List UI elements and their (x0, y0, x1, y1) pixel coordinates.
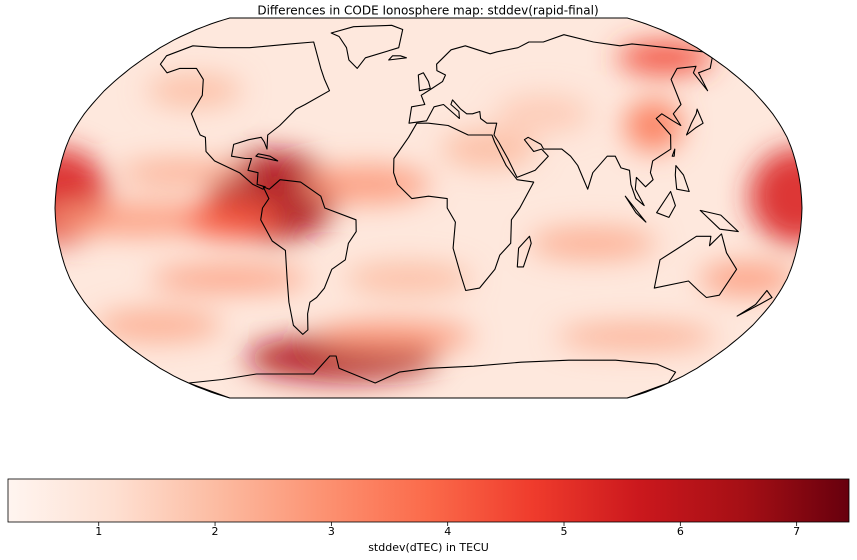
coastline (393, 122, 535, 292)
colorbar-tick-label: 1 (95, 525, 102, 538)
heat-blob (699, 262, 796, 295)
heat-blob (624, 99, 683, 152)
colorbar-tick-label: 4 (444, 525, 451, 538)
heat-blob (495, 94, 592, 133)
colorbar-tick-label: 6 (677, 525, 684, 538)
map-border (54, 17, 803, 399)
coastline (388, 55, 407, 61)
map-field (55, 18, 802, 398)
heat-blob (302, 165, 431, 204)
colorbar-tick-label: 2 (212, 525, 219, 538)
heat-blob (183, 200, 280, 239)
heat-blob (344, 262, 473, 295)
coastline (417, 72, 431, 92)
coastline (516, 235, 532, 268)
coastline (159, 41, 331, 190)
colorbar-tick-label: 5 (561, 525, 568, 538)
colorbar-label: stddev(dTEC) in TECU (368, 541, 489, 554)
colorbar (7, 478, 850, 523)
colorbar-tick-label: 7 (793, 525, 800, 538)
heat-blob (149, 265, 310, 292)
coastline (330, 24, 404, 69)
heat-pattern (55, 41, 802, 381)
coastline (653, 233, 738, 299)
heat-blob (616, 41, 713, 74)
chart-title: Differences in CODE Ionosphere map: stdd… (257, 4, 598, 18)
coastline (699, 209, 739, 233)
heat-blob (146, 74, 243, 107)
heat-blob (528, 227, 657, 260)
map-background (55, 18, 802, 398)
coastline (188, 355, 677, 398)
heat-blob (117, 159, 246, 186)
coastline (671, 148, 676, 157)
colorbar-tick-label: 3 (328, 525, 335, 538)
coastline (656, 190, 676, 218)
coastline (260, 179, 357, 335)
coastline (685, 108, 704, 136)
coastline (408, 34, 713, 207)
coastline (255, 153, 279, 162)
heat-blob (749, 148, 802, 245)
heat-blob (55, 203, 235, 236)
coastline (736, 289, 773, 317)
heat-blob (556, 323, 717, 350)
coastline (674, 165, 690, 193)
heat-blob (313, 320, 474, 353)
heat-blob (94, 309, 223, 342)
coastline (624, 195, 647, 223)
heat-blob (441, 129, 538, 169)
